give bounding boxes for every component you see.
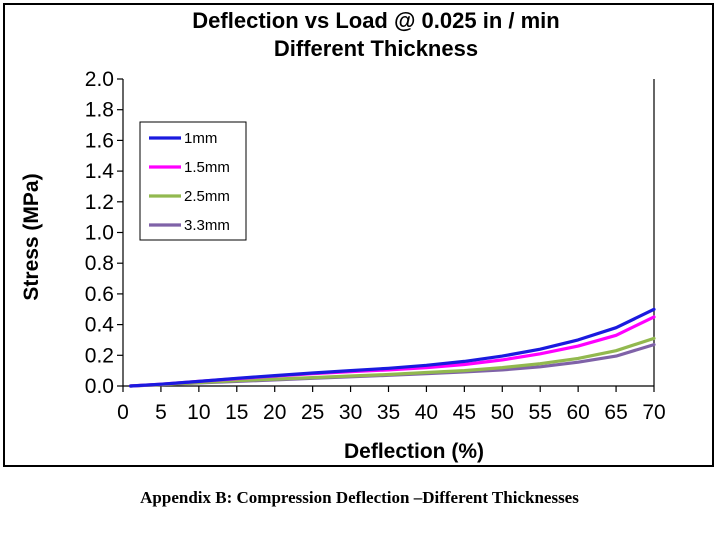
x-tick-label: 25 <box>301 401 324 424</box>
chart-title: Deflection vs Load @ 0.025 in / min <box>192 8 559 33</box>
x-tick-label: 60 <box>566 401 589 424</box>
series-line-1mm <box>129 307 656 388</box>
x-tick-label: 10 <box>187 401 210 424</box>
y-axis-title: Stress (MPa) <box>20 173 43 300</box>
legend-label: 2.5mm <box>184 188 230 205</box>
x-tick-label: 35 <box>377 401 400 424</box>
legend: 1mm 1.5mm 2.5mm 3.3mm <box>139 121 247 241</box>
y-ticks: 0.0 0.2 0.4 0.6 0.8 1.0 1.2 1.4 1.6 1.8 2.0 <box>85 68 123 398</box>
x-tick-label: 30 <box>339 401 362 424</box>
x-tick-label: 65 <box>604 401 627 424</box>
y-tick-label: 1.2 <box>85 191 114 214</box>
chart-subtitle: Different Thickness <box>274 36 478 61</box>
y-tick-label: 0.4 <box>85 314 115 337</box>
y-tick-label: 0.0 <box>85 375 114 398</box>
y-tick-label: 1.8 <box>85 99 114 122</box>
series-group <box>129 307 656 388</box>
y-tick-label: 0.6 <box>85 283 114 306</box>
x-tick-label: 45 <box>453 401 476 424</box>
legend-label: 1mm <box>184 130 217 147</box>
chart-frame <box>3 3 714 467</box>
x-tick-label: 15 <box>225 401 248 424</box>
y-tick-label: 1.0 <box>85 222 114 245</box>
x-tick-label: 70 <box>642 401 665 424</box>
x-axis-title: Deflection (%) <box>344 440 484 463</box>
x-ticks: 0 5 10 15 20 25 30 35 40 45 50 55 60 65 70 <box>117 386 666 424</box>
legend-label: 3.3mm <box>184 217 230 234</box>
x-tick-label: 55 <box>529 401 552 424</box>
y-tick-label: 0.2 <box>85 344 114 367</box>
x-tick-label: 0 <box>117 401 129 424</box>
chart: Deflection vs Load @ 0.025 in / min Diff… <box>20 8 666 463</box>
x-tick-label: 50 <box>491 401 514 424</box>
x-tick-label: 20 <box>263 401 286 424</box>
y-tick-label: 2.0 <box>85 68 114 91</box>
y-tick-label: 1.6 <box>85 129 114 152</box>
x-tick-label: 40 <box>415 401 438 424</box>
y-tick-label: 0.8 <box>85 252 114 275</box>
legend-box <box>139 121 247 241</box>
y-tick-label: 1.4 <box>85 160 115 183</box>
legend-label: 1.5mm <box>184 159 230 176</box>
x-tick-label: 5 <box>155 401 167 424</box>
figure-caption: Appendix B: Compression Deflection –Diff… <box>140 488 579 507</box>
